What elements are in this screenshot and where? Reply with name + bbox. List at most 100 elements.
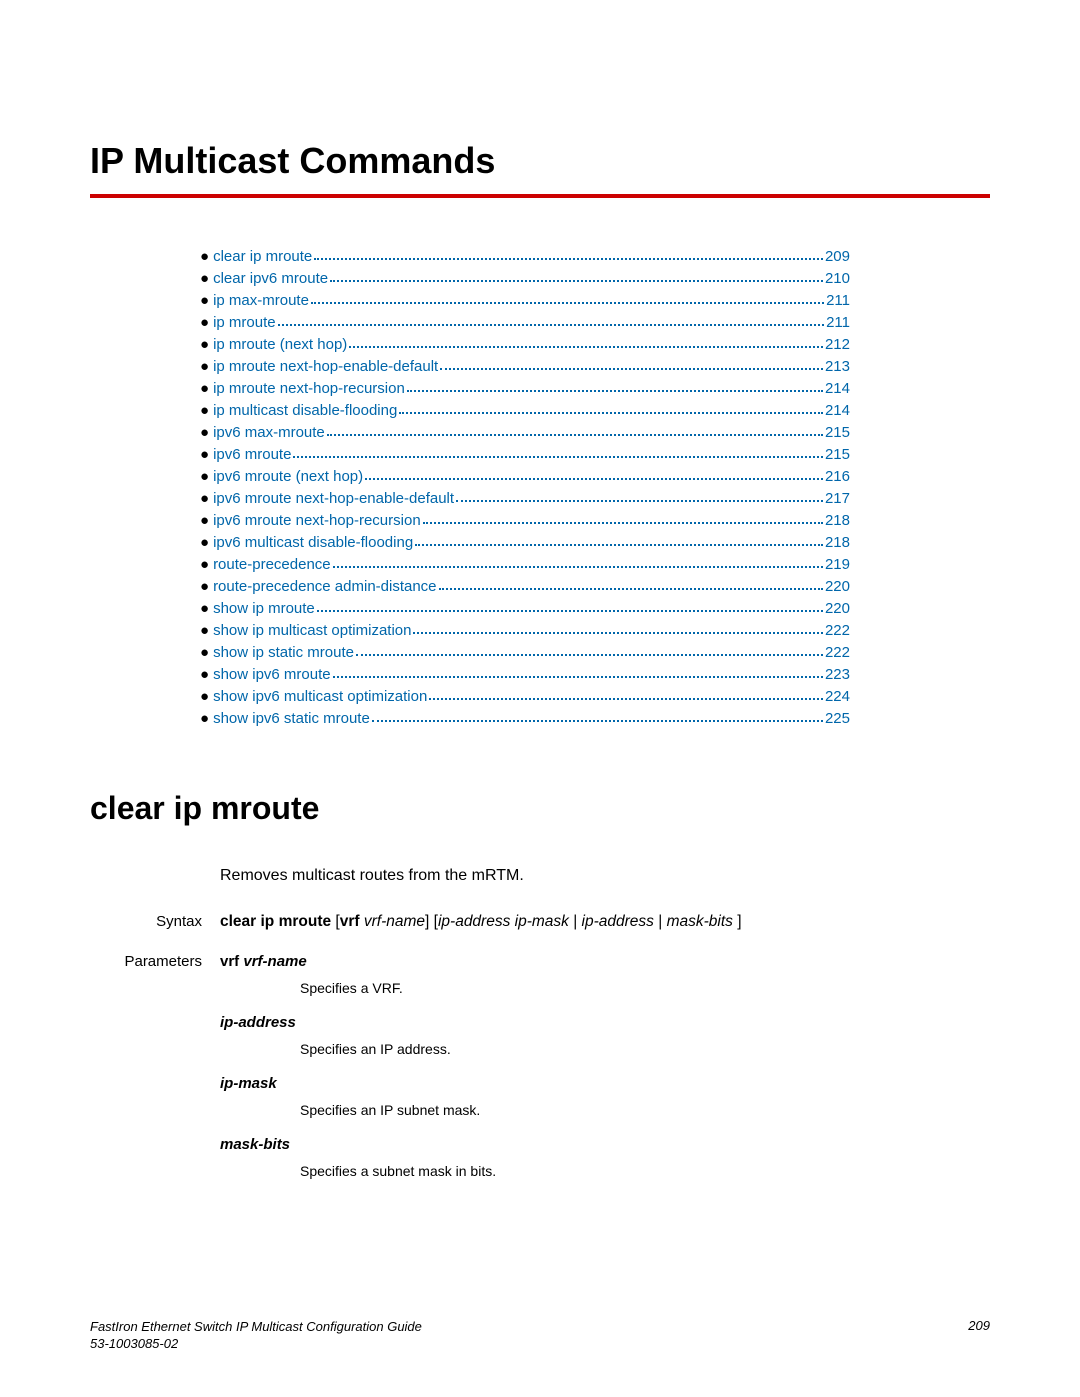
bullet-icon: ● bbox=[200, 598, 209, 620]
toc-leader-dots bbox=[439, 588, 823, 590]
toc-item[interactable]: ●ipv6 mroute next-hop-recursion218 bbox=[200, 510, 850, 532]
toc-item-label: ip mroute (next hop) bbox=[213, 334, 347, 356]
toc-leader-dots bbox=[356, 654, 823, 656]
toc-leader-dots bbox=[399, 412, 823, 414]
toc-item[interactable]: ●ipv6 mroute next-hop-enable-default217 bbox=[200, 488, 850, 510]
toc-item-page: 215 bbox=[825, 444, 850, 466]
parameter-item: vrf vrf-name Specifies a VRF. bbox=[220, 953, 850, 996]
toc-item-page: 214 bbox=[825, 378, 850, 400]
parameter-description: Specifies a VRF. bbox=[300, 980, 850, 996]
toc-item[interactable]: ●clear ip mroute209 bbox=[200, 246, 850, 268]
toc-item[interactable]: ●ipv6 max-mroute 215 bbox=[200, 422, 850, 444]
section-title: clear ip mroute bbox=[90, 790, 990, 827]
parameters-body: vrf vrf-name Specifies a VRF. ip-addressSp… bbox=[220, 953, 850, 1197]
toc-item-label: show ip multicast optimization bbox=[213, 620, 411, 642]
syntax-label: Syntax bbox=[100, 913, 220, 931]
toc-item-page: 223 bbox=[825, 664, 850, 686]
toc-leader-dots bbox=[372, 720, 823, 722]
toc-item-label: ip mroute bbox=[213, 312, 276, 334]
bullet-icon: ● bbox=[200, 312, 209, 334]
page-footer: FastIron Ethernet Switch IP Multicast Co… bbox=[90, 1318, 990, 1352]
toc-item[interactable]: ●ip mroute next-hop-recursion214 bbox=[200, 378, 850, 400]
toc-item-page: 219 bbox=[825, 554, 850, 576]
toc-item-page: 217 bbox=[825, 488, 850, 510]
toc-item-page: 215 bbox=[825, 422, 850, 444]
toc-item[interactable]: ●show ip multicast optimization 222 bbox=[200, 620, 850, 642]
toc-item-page: 222 bbox=[825, 642, 850, 664]
toc-item-page: 220 bbox=[825, 576, 850, 598]
toc-item-page: 210 bbox=[825, 268, 850, 290]
toc-item-page: 220 bbox=[825, 598, 850, 620]
toc-item-label: ip mroute next-hop-enable-default bbox=[213, 356, 438, 378]
parameter-name: vrf vrf-name bbox=[220, 953, 850, 970]
toc-leader-dots bbox=[311, 302, 824, 304]
toc-item-page: 216 bbox=[825, 466, 850, 488]
toc-item-label: clear ipv6 mroute bbox=[213, 268, 328, 290]
toc: ●clear ip mroute209●clear ipv6 mroute210… bbox=[200, 246, 850, 730]
bullet-icon: ● bbox=[200, 686, 209, 708]
bullet-icon: ● bbox=[200, 488, 209, 510]
toc-item-page: 214 bbox=[825, 400, 850, 422]
toc-item-page: 218 bbox=[825, 532, 850, 554]
toc-item[interactable]: ●route-precedence219 bbox=[200, 554, 850, 576]
toc-item-label: ipv6 max-mroute bbox=[213, 422, 325, 444]
toc-item-page: 222 bbox=[825, 620, 850, 642]
bullet-icon: ● bbox=[200, 466, 209, 488]
toc-item-page: 211 bbox=[826, 290, 850, 312]
toc-item-label: show ipv6 static mroute bbox=[213, 708, 370, 730]
toc-item[interactable]: ●clear ipv6 mroute 210 bbox=[200, 268, 850, 290]
toc-leader-dots bbox=[333, 566, 823, 568]
toc-item[interactable]: ●ipv6 mroute (next hop)216 bbox=[200, 466, 850, 488]
bullet-icon: ● bbox=[200, 642, 209, 664]
toc-leader-dots bbox=[456, 500, 823, 502]
toc-item[interactable]: ●show ipv6 multicast optimization 224 bbox=[200, 686, 850, 708]
toc-item[interactable]: ●ip max-mroute 211 bbox=[200, 290, 850, 312]
toc-item-label: show ip mroute bbox=[213, 598, 315, 620]
toc-item[interactable]: ●ip mroute 211 bbox=[200, 312, 850, 334]
bullet-icon: ● bbox=[200, 246, 209, 268]
toc-item[interactable]: ●ip multicast disable-flooding214 bbox=[200, 400, 850, 422]
bullet-icon: ● bbox=[200, 400, 209, 422]
bullet-icon: ● bbox=[200, 268, 209, 290]
parameter-name: ip-address bbox=[220, 1014, 850, 1031]
bullet-icon: ● bbox=[200, 290, 209, 312]
toc-item[interactable]: ●ip mroute next-hop-enable-default 213 bbox=[200, 356, 850, 378]
toc-item[interactable]: ●show ipv6 static mroute225 bbox=[200, 708, 850, 730]
toc-item[interactable]: ●ipv6 mroute215 bbox=[200, 444, 850, 466]
footer-doc-title: FastIron Ethernet Switch IP Multicast Co… bbox=[90, 1318, 422, 1335]
toc-item-page: 224 bbox=[825, 686, 850, 708]
toc-leader-dots bbox=[429, 698, 823, 700]
toc-item-label: clear ip mroute bbox=[213, 246, 312, 268]
parameter-item: ip-addressSpecifies an IP address. bbox=[220, 1014, 850, 1057]
footer-page-number: 209 bbox=[968, 1318, 990, 1333]
toc-item[interactable]: ●ipv6 multicast disable-flooding218 bbox=[200, 532, 850, 554]
parameters-label: Parameters bbox=[100, 953, 220, 1197]
chapter-title: IP Multicast Commands bbox=[90, 140, 990, 182]
toc-item-label: show ipv6 mroute bbox=[213, 664, 331, 686]
toc-item[interactable]: ●ip mroute (next hop)212 bbox=[200, 334, 850, 356]
toc-leader-dots bbox=[317, 610, 823, 612]
parameter-item: mask-bitsSpecifies a subnet mask in bits… bbox=[220, 1136, 850, 1179]
toc-leader-dots bbox=[423, 522, 823, 524]
toc-leader-dots bbox=[333, 676, 823, 678]
toc-item-page: 211 bbox=[826, 312, 850, 334]
parameter-name: ip-mask bbox=[220, 1075, 850, 1092]
toc-leader-dots bbox=[330, 280, 823, 282]
toc-item-label: ip max-mroute bbox=[213, 290, 309, 312]
bullet-icon: ● bbox=[200, 356, 209, 378]
toc-item-label: show ipv6 multicast optimization bbox=[213, 686, 427, 708]
toc-leader-dots bbox=[365, 478, 823, 480]
bullet-icon: ● bbox=[200, 378, 209, 400]
toc-item[interactable]: ●show ipv6 mroute223 bbox=[200, 664, 850, 686]
toc-item[interactable]: ●show ip mroute 220 bbox=[200, 598, 850, 620]
toc-item[interactable]: ●show ip static mroute222 bbox=[200, 642, 850, 664]
toc-item-page: 213 bbox=[825, 356, 850, 378]
toc-item-label: ipv6 mroute next-hop-recursion bbox=[213, 510, 421, 532]
toc-leader-dots bbox=[407, 390, 823, 392]
toc-item[interactable]: ●route-precedence admin-distance220 bbox=[200, 576, 850, 598]
bullet-icon: ● bbox=[200, 554, 209, 576]
toc-leader-dots bbox=[415, 544, 823, 546]
bullet-icon: ● bbox=[200, 422, 209, 444]
toc-item-label: ipv6 multicast disable-flooding bbox=[213, 532, 413, 554]
chapter-rule bbox=[90, 194, 990, 198]
